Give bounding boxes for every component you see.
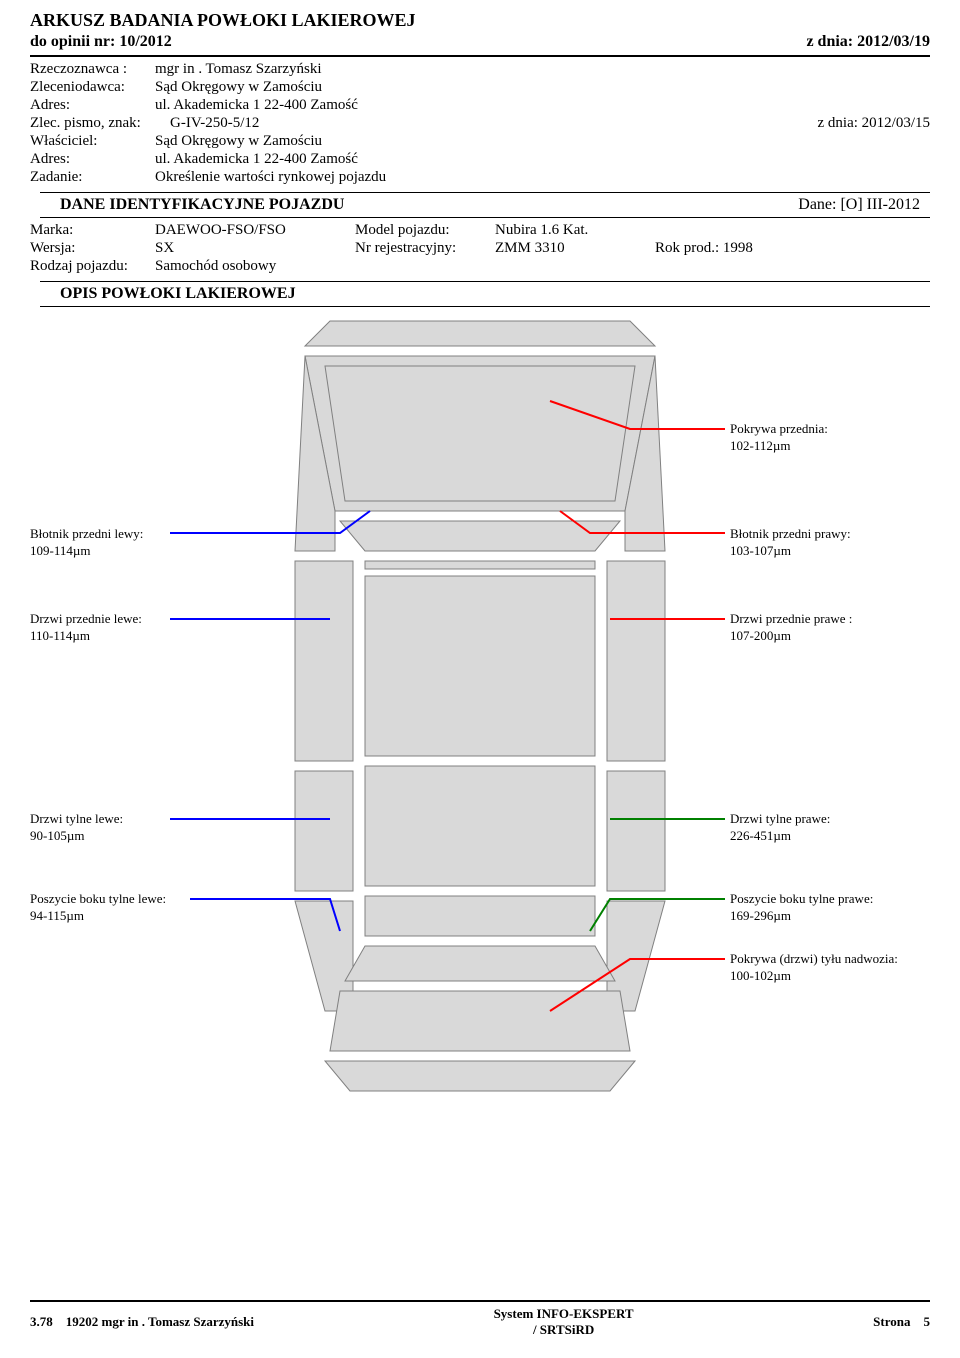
client: Sąd Okręgowy w Zamościu — [155, 79, 322, 96]
model-label: Model pojazdu: — [355, 222, 495, 239]
type-label: Rodzaj pojazdu: — [30, 258, 155, 275]
addr1: ul. Akademicka 1 22-400 Zamość — [155, 97, 358, 114]
footer-code: 3.78 — [30, 1314, 53, 1329]
footer-system: System INFO-EKSPERT — [494, 1306, 634, 1322]
callout-trunk: Pokrywa (drzwi) tyłu nadwozia:100-102µm — [730, 951, 898, 985]
callout-panel-rr: Poszycie boku tylne prawe:169-296µm — [730, 891, 873, 925]
version-label: Wersja: — [30, 240, 155, 257]
addr2: ul. Akademicka 1 22-400 Zamość — [155, 151, 358, 168]
date-label: z dnia: — [806, 33, 853, 50]
year: 1998 — [723, 240, 753, 256]
date: 2012/03/19 — [857, 33, 930, 50]
order-date: 2012/03/15 — [862, 115, 930, 131]
opinion-nr: 10/2012 — [119, 33, 171, 50]
reg-label: Nr rejestracyjny: — [355, 240, 495, 257]
vehicle-diagram: Pokrywa przednia:102-112µm Błotnik przed… — [30, 311, 930, 1181]
task-label: Zadanie: — [30, 169, 155, 186]
expert: mgr in . Tomasz Szarzyński — [155, 61, 322, 78]
callout-door-fl: Drzwi przednie lewe:110-114µm — [30, 611, 142, 645]
addr-label: Adres: — [30, 97, 155, 114]
coating-section-title: OPIS POWŁOKI LAKIEROWEJ — [60, 285, 296, 303]
order-date-label: z dnia: — [818, 115, 858, 131]
page-number: 5 — [923, 1314, 930, 1329]
reg: ZMM 3310 — [495, 240, 655, 257]
year-label: Rok prod.: — [655, 240, 719, 256]
id-section-dane: Dane: [O] III-2012 — [798, 196, 930, 214]
footer-author: 19202 mgr in . Tomasz Szarzyński — [66, 1314, 254, 1329]
make: DAEWOO-FSO/FSO — [155, 222, 355, 239]
callout-door-rr: Drzwi tylne prawe:226-451µm — [730, 811, 830, 845]
client-label: Zleceniodawca: — [30, 79, 155, 96]
order-label: Zlec. pismo, znak: — [30, 115, 170, 132]
expert-label: Rzeczoznawca : — [30, 61, 155, 78]
doc-title: ARKUSZ BADANIA POWŁOKI LAKIEROWEJ — [30, 10, 930, 31]
owner: Sąd Okręgowy w Zamościu — [155, 133, 322, 150]
callout-door-fr: Drzwi przednie prawe :107-200µm — [730, 611, 852, 645]
owner-label: Właściciel: — [30, 133, 155, 150]
type: Samochód osobowy — [155, 258, 930, 275]
callout-panel-rl: Poszycie boku tylne lewe:94-115µm — [30, 891, 166, 925]
callout-hood: Pokrywa przednia:102-112µm — [730, 421, 828, 455]
callout-fender-fl: Błotnik przedni lewy:109-114µm — [30, 526, 143, 560]
footer: 3.78 19202 mgr in . Tomasz Szarzyński Sy… — [30, 1300, 930, 1338]
callout-door-rl: Drzwi tylne lewe:90-105µm — [30, 811, 123, 845]
order: G-IV-250-5/12 — [170, 115, 259, 132]
addr-label2: Adres: — [30, 151, 155, 168]
version: SX — [155, 240, 355, 257]
make-label: Marka: — [30, 222, 155, 239]
id-section-title: DANE IDENTYFIKACYJNE POJAZDU — [60, 196, 344, 214]
task: Określenie wartości rynkowej pojazdu — [155, 169, 386, 186]
opinion-label: do opinii nr: — [30, 33, 115, 50]
callout-fender-fr: Błotnik przedni prawy:103-107µm — [730, 526, 851, 560]
model: Nubira 1.6 Kat. — [495, 222, 655, 239]
footer-system2: / SRTSiRD — [494, 1322, 634, 1338]
page-label: Strona — [873, 1314, 910, 1329]
